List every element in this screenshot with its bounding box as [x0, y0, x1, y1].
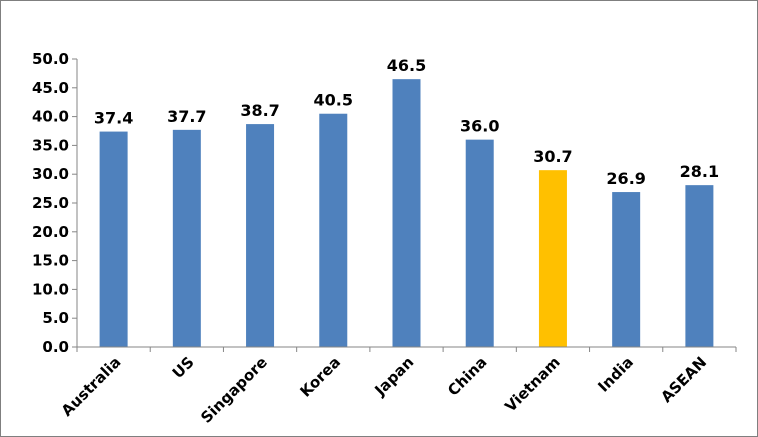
category-label-us: US — [169, 353, 198, 382]
category-label-japan: Japan — [370, 353, 417, 400]
bar-us — [172, 129, 201, 347]
y-tick-label: 50.0 — [32, 50, 69, 68]
bar-india — [612, 192, 641, 347]
category-label-australia: Australia — [58, 353, 125, 420]
bar-australia — [99, 131, 128, 347]
y-tick-label: 35.0 — [32, 136, 69, 154]
bar-japan — [392, 79, 421, 347]
y-tick-label: 15.0 — [32, 252, 69, 270]
y-tick-label: 0.0 — [42, 338, 69, 356]
y-tick-label: 40.0 — [32, 108, 69, 126]
data-label-japan: 46.5 — [387, 56, 426, 75]
data-label-asean: 28.1 — [680, 162, 719, 181]
data-label-china: 36.0 — [460, 117, 499, 136]
category-label-korea: Korea — [296, 353, 344, 401]
bar-singapore — [246, 124, 275, 347]
data-labels: 37.4 37.7 38.7 40.5 46.5 36.0 30.7 26.9 28.1 — [94, 56, 719, 188]
bar-china — [465, 139, 494, 347]
bar-asean — [685, 185, 714, 347]
category-label-india: India — [594, 353, 637, 396]
data-label-australia: 37.4 — [94, 109, 133, 128]
data-label-india: 26.9 — [606, 169, 645, 188]
bar-vietnam — [538, 170, 567, 347]
data-label-vietnam: 30.7 — [533, 147, 572, 166]
y-tick-label: 20.0 — [32, 223, 69, 241]
y-tick-label: 25.0 — [32, 194, 69, 212]
y-axis: 0.0 5.0 10.0 15.0 20.0 25.0 30.0 35.0 40.0 45.0 50… — [32, 50, 78, 356]
category-label-singapore: Singapore — [197, 353, 271, 427]
y-tick-label: 5.0 — [42, 309, 69, 327]
y-tick-label: 30.0 — [32, 165, 69, 183]
bars — [99, 79, 714, 347]
y-tick-label: 10.0 — [32, 280, 69, 298]
data-label-korea: 40.5 — [314, 91, 353, 110]
category-label-vietnam: Vietnam — [501, 353, 563, 415]
x-axis: Australia US Singapore Korea Japan China Vietn… — [58, 346, 737, 427]
category-label-asean: ASEAN — [657, 353, 710, 406]
bar-korea — [319, 113, 348, 347]
data-label-singapore: 38.7 — [240, 101, 279, 120]
y-tick-label: 45.0 — [32, 79, 69, 97]
category-label-china: China — [444, 353, 490, 399]
data-label-us: 37.7 — [167, 107, 206, 126]
